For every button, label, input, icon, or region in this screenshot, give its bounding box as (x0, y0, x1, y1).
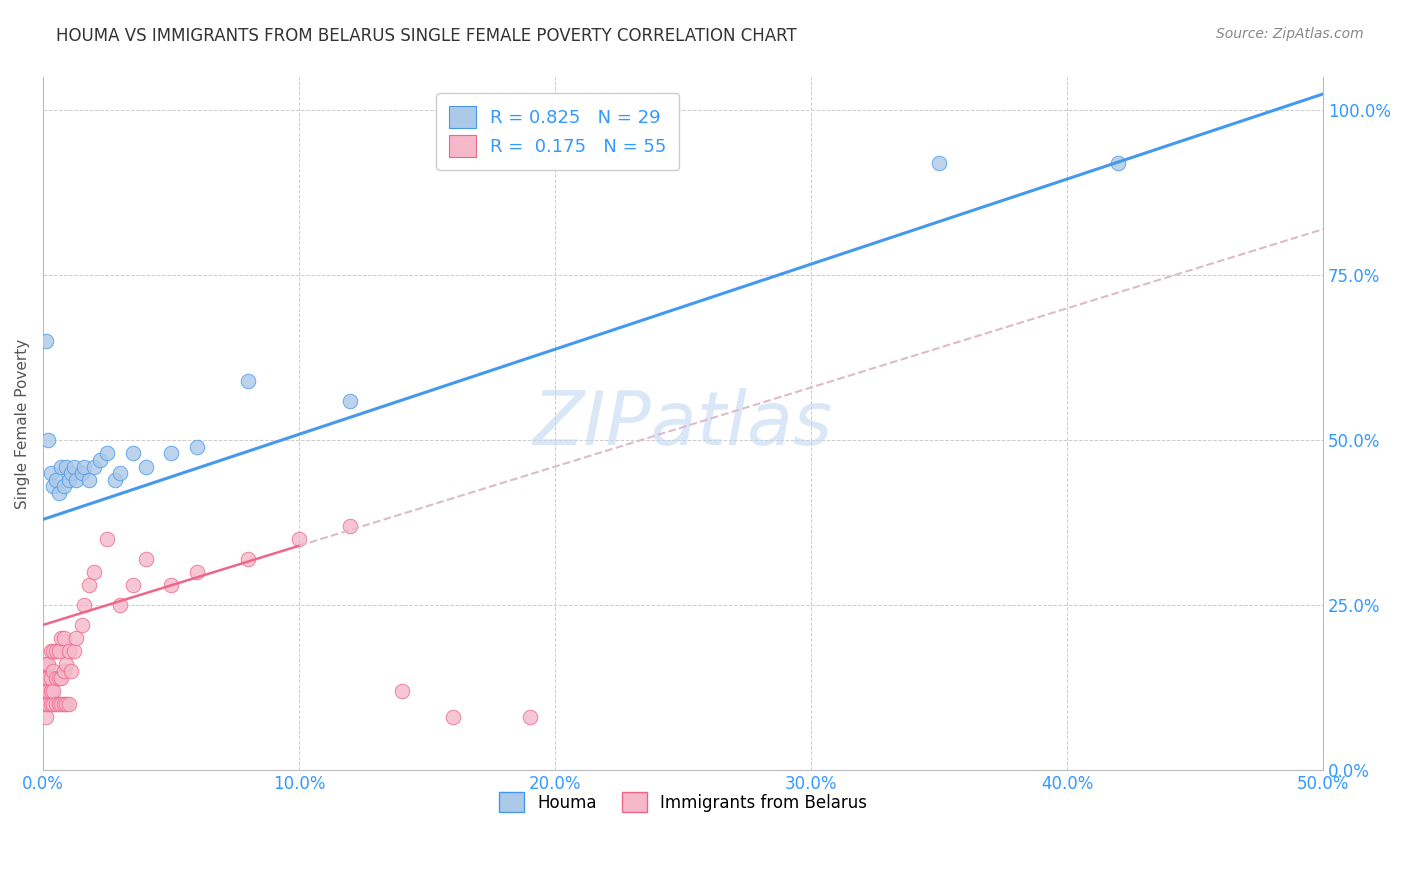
Point (49, 697, 72, 711)
Point (48, 697, 70, 711)
Point (96, 532, 118, 546)
Point (45, 671, 67, 685)
Point (55, 657, 77, 672)
Point (39, 683, 62, 698)
Point (73, 459, 96, 474)
Point (339, 519, 361, 533)
Point (42, 479, 65, 493)
Point (1107, 156, 1129, 170)
Text: ZIPatlas: ZIPatlas (533, 388, 834, 459)
Point (519, 710, 541, 724)
Point (42, 683, 65, 698)
Point (42, 664, 65, 678)
Point (121, 578, 143, 592)
Point (52, 631, 75, 645)
Point (39, 697, 62, 711)
Point (108, 598, 131, 612)
Point (52, 479, 75, 493)
Point (73, 598, 96, 612)
Text: Source: ZipAtlas.com: Source: ZipAtlas.com (1216, 27, 1364, 41)
Point (58, 644, 80, 658)
Point (52, 697, 75, 711)
Point (70, 466, 93, 480)
Point (160, 578, 183, 592)
Point (35, 334, 58, 349)
Point (32, 671, 55, 685)
Text: HOUMA VS IMMIGRANTS FROM BELARUS SINGLE FEMALE POVERTY CORRELATION CHART: HOUMA VS IMMIGRANTS FROM BELARUS SINGLE … (56, 27, 797, 45)
Point (186, 440, 208, 454)
Point (121, 446, 143, 460)
Point (37, 697, 59, 711)
Point (135, 459, 157, 474)
Y-axis label: Single Female Poverty: Single Female Poverty (15, 339, 30, 508)
Point (58, 697, 80, 711)
Point (45, 644, 67, 658)
Point (63, 644, 86, 658)
Point (391, 683, 413, 698)
Point (135, 552, 157, 566)
Point (60, 664, 83, 678)
Point (32, 697, 55, 711)
Point (441, 710, 464, 724)
Point (37, 671, 59, 685)
Point (70, 618, 93, 632)
Point (104, 473, 127, 487)
Point (160, 446, 183, 460)
Point (37, 657, 59, 672)
Point (32, 683, 55, 698)
Point (35, 710, 58, 724)
Point (42, 697, 65, 711)
Point (45, 697, 67, 711)
Point (39, 644, 62, 658)
Legend: Houma, Immigrants from Belarus: Houma, Immigrants from Belarus (488, 780, 879, 824)
Point (37, 434, 59, 448)
Point (35, 697, 58, 711)
Point (236, 552, 259, 566)
Point (96, 446, 118, 460)
Point (52, 664, 75, 678)
Point (77, 578, 100, 592)
Point (89, 453, 111, 467)
Point (83, 565, 105, 579)
Point (236, 374, 259, 388)
Point (48, 644, 70, 658)
Point (48, 671, 70, 685)
Point (45, 473, 67, 487)
Point (49, 671, 72, 685)
Point (58, 473, 80, 487)
Point (65, 631, 87, 645)
Point (37, 683, 59, 698)
Point (49, 631, 72, 645)
Point (60, 466, 83, 480)
Point (49, 459, 72, 474)
Point (55, 459, 77, 474)
Point (186, 565, 208, 579)
Point (83, 459, 105, 474)
Point (55, 697, 77, 711)
Point (63, 459, 86, 474)
Point (39, 466, 62, 480)
Point (77, 473, 100, 487)
Point (35, 683, 58, 698)
Point (39, 671, 62, 685)
Point (48, 486, 70, 500)
Point (35, 657, 58, 672)
Point (928, 156, 950, 170)
Point (288, 532, 311, 546)
Point (42, 644, 65, 658)
Point (35, 671, 58, 685)
Point (65, 473, 87, 487)
Point (339, 393, 361, 408)
Point (108, 466, 131, 480)
